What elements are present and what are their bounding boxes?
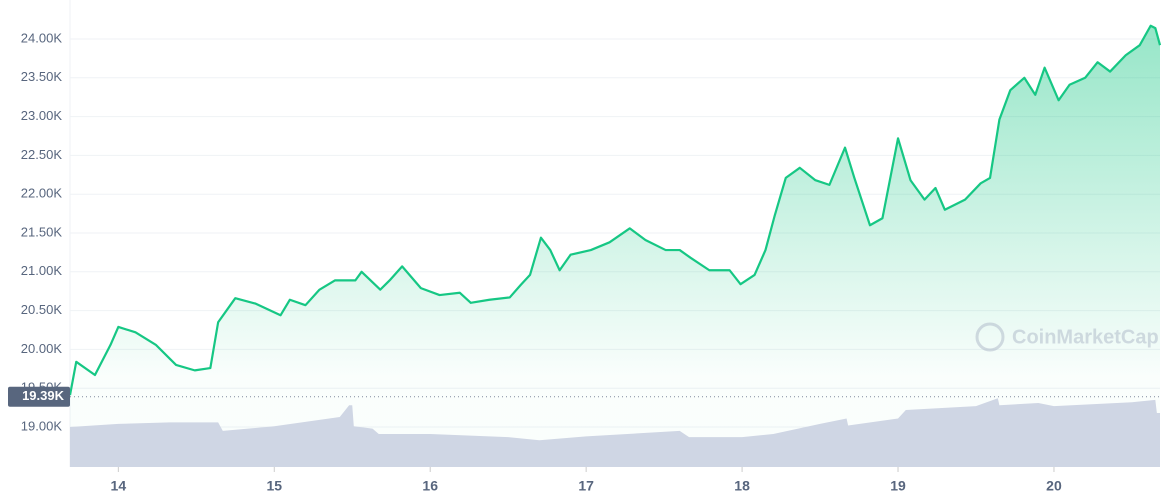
x-tick-label: 14 [111,478,127,494]
watermark: CoinMarketCap [975,322,1159,352]
marker-box [8,386,70,407]
y-tick-label: 23.00K [21,108,63,123]
y-tick-label: 19.00K [21,418,63,433]
y-tick-label: 22.50K [21,147,63,162]
watermark-logo [975,322,1005,352]
y-tick-label: 24.00K [21,30,63,45]
price-area [70,25,1160,467]
x-tick-label: 18 [734,478,750,494]
x-tick-label: 17 [578,478,594,494]
y-tick-label: 20.50K [21,302,63,317]
y-tick-label: 21.50K [21,224,63,239]
volume-area [70,398,1160,467]
y-tick-label: 21.00K [21,263,63,278]
y-tick-label: 22.00K [21,186,63,201]
y-tick-label: 20.00K [21,341,63,356]
watermark-text: CoinMarketCap [1012,326,1159,348]
x-tick-label: 19 [890,478,906,494]
price-line [68,24,1161,396]
marker-label: 19.39K [22,388,65,403]
y-tick-label: 23.50K [21,69,63,84]
x-tick-label: 16 [422,478,438,494]
x-tick-label: 20 [1046,478,1062,494]
x-tick-label: 15 [266,478,282,494]
